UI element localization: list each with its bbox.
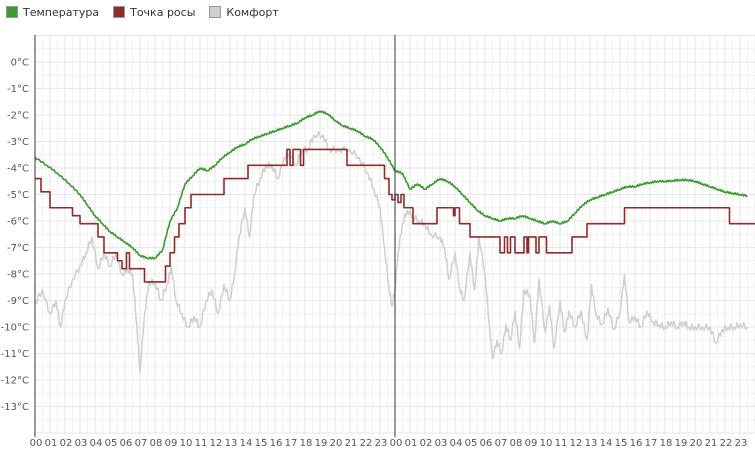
x-tick-label: 12 [570,438,583,449]
x-tick-label: 17 [645,438,658,449]
x-tick-label: 14 [240,438,253,449]
x-tick-label: 23 [375,438,388,449]
x-tick-label: 16 [630,438,643,449]
y-tick-label: -5°C [7,190,29,201]
y-tick-label: -4°C [7,164,29,175]
y-tick-label: -3°C [7,137,29,148]
legend-item[interactable]: Комфорт [209,3,279,21]
legend-label: Точка росы [130,5,196,19]
tick-labels: 0°C -1°C -2°C -3°C -4°C -5°C -6°C -7°C -8°C -9°C -… [1,58,748,450]
y-tick-label: -7°C [7,243,29,254]
x-tick-label: 00 [30,438,43,449]
x-tick-label: 16 [270,438,283,449]
x-tick-label: 04 [90,438,103,449]
x-tick-label: 20 [330,438,343,449]
x-tick-label: 21 [345,438,358,449]
x-tick-label: 23 [735,438,748,449]
x-tick-label: 03 [435,438,448,449]
x-tick-label: 01 [405,438,418,449]
x-tick-label: 07 [135,438,148,449]
x-tick-label: 20 [690,438,703,449]
x-tick-label: 15 [255,438,268,449]
y-tick-label: -6°C [7,217,29,228]
x-tick-label: 19 [315,438,328,449]
x-tick-label: 06 [120,438,133,449]
legend-label: Температура [23,5,100,19]
x-tick-label: 05 [105,438,118,449]
x-tick-label: 10 [180,438,193,449]
grid [34,35,755,434]
x-tick-label: 09 [165,438,178,449]
x-tick-label: 07 [495,438,508,449]
x-tick-label: 14 [600,438,613,449]
x-tick-label: 22 [360,438,373,449]
x-tick-label: 04 [450,438,463,449]
x-tick-label: 11 [555,438,568,449]
y-tick-label: -11°C [1,349,29,360]
x-tick-label: 22 [720,438,733,449]
x-tick-label: 11 [195,438,208,449]
legend-item[interactable]: Точка росы [113,3,195,21]
x-tick-label: 05 [465,438,478,449]
legend-swatch [6,6,18,18]
x-tick-label: 21 [705,438,718,449]
x-tick-label: 00 [390,438,403,449]
x-tick-label: 01 [45,438,58,449]
x-tick-label: 09 [525,438,538,449]
x-tick-label: 13 [225,438,238,449]
legend-swatch [209,6,222,18]
y-tick-label: -13°C [1,402,29,413]
y-tick-label: -8°C [7,270,29,281]
x-tick-label: 13 [585,438,598,449]
x-tick-label: 18 [660,438,673,449]
y-tick-label: 0°C [11,58,29,69]
series-line [34,110,748,260]
legend-item[interactable]: Температура [6,3,99,21]
chart-legend: Температура Точка росы Комфорт [6,3,279,21]
y-tick-label: -10°C [1,323,29,334]
y-tick-label: -12°C [1,376,29,387]
series-line [35,148,755,283]
legend-swatch [113,6,126,18]
x-tick-label: 10 [540,438,553,449]
x-tick-label: 19 [675,438,688,449]
x-tick-label: 03 [75,438,88,449]
x-tick-label: 12 [210,438,223,449]
y-tick-label: -9°C [7,296,29,307]
x-tick-label: 02 [60,438,73,449]
y-tick-label: -2°C [7,111,29,122]
x-tick-label: 15 [615,438,628,449]
axes [34,35,396,437]
legend-label: Комфорт [226,5,279,19]
x-tick-label: 06 [480,438,493,449]
x-tick-label: 02 [420,438,433,449]
x-tick-label: 08 [510,438,523,449]
x-tick-label: 08 [150,438,163,449]
series-lines [34,110,755,373]
x-tick-label: 17 [285,438,298,449]
x-tick-label: 18 [300,438,313,449]
y-tick-label: -1°C [7,84,29,95]
